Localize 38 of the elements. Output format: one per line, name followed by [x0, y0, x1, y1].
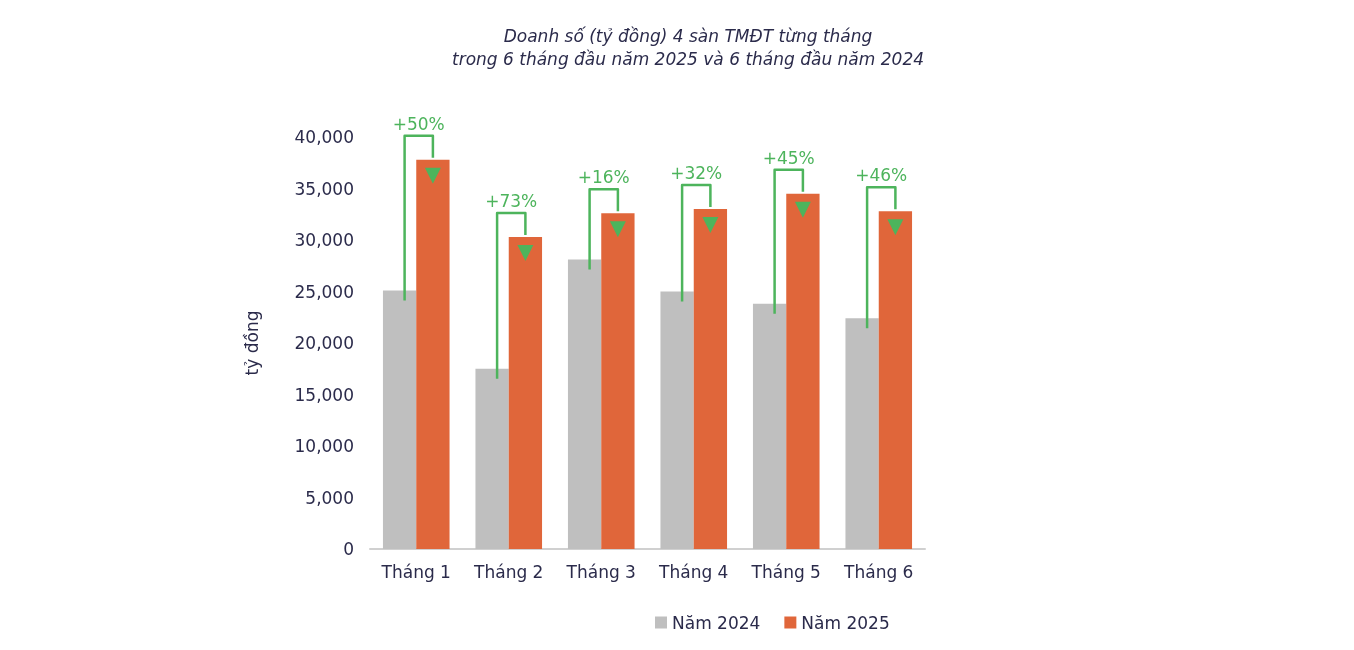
- y-axis-title: tỷ đồng: [241, 310, 262, 376]
- annotation: +73%: [485, 190, 538, 211]
- annotation: +32%: [670, 163, 723, 184]
- annotation: +16%: [577, 167, 630, 188]
- y-tick-label: 10,000: [294, 436, 354, 456]
- bar: [845, 318, 879, 549]
- x-tick-label: Tháng 6: [843, 561, 914, 582]
- y-tick-label: 0: [343, 539, 354, 559]
- y-tick-label: 5,000: [305, 487, 354, 508]
- x-tick-label: Tháng 5: [750, 561, 821, 582]
- bar: [567, 259, 602, 549]
- x-tick-label: Tháng 2: [473, 561, 544, 582]
- legend-label: Năm 2024: [672, 612, 761, 633]
- y-tick-label: 20,000: [294, 333, 354, 353]
- bar: [752, 303, 787, 549]
- legend-label: Năm 2025: [801, 612, 890, 633]
- bar: [601, 213, 635, 549]
- text: +50%: [392, 113, 445, 134]
- x-tick-label: Tháng 1: [380, 561, 451, 582]
- y-tick-label: 15,000: [294, 384, 354, 405]
- y-tick-label: 35,000: [294, 178, 354, 199]
- x-tick-label: Tháng 3: [565, 561, 636, 582]
- chart-subtitle: trong 6 tháng đầu năm 2025 và 6 tháng đầu năm 2024: [451, 48, 925, 69]
- annotation: +45%: [762, 147, 815, 168]
- y-tick-label: 30,000: [294, 230, 354, 250]
- chart-title: Doanh số (tỷ đồng) 4 sàn TMĐT từng tháng: [503, 25, 873, 46]
- bar: [416, 159, 450, 549]
- bar: [878, 211, 913, 549]
- bar: [786, 193, 820, 549]
- bar: [475, 368, 509, 549]
- annotation: +46%: [855, 165, 908, 186]
- y-tick-label: 25,000: [294, 281, 354, 302]
- bar: [508, 236, 543, 549]
- bar: [660, 291, 694, 549]
- x-tick-label: Tháng 4: [658, 561, 729, 582]
- y-tick-label: 40,000: [294, 127, 354, 147]
- bar: [382, 290, 417, 549]
- bar: [693, 209, 728, 549]
